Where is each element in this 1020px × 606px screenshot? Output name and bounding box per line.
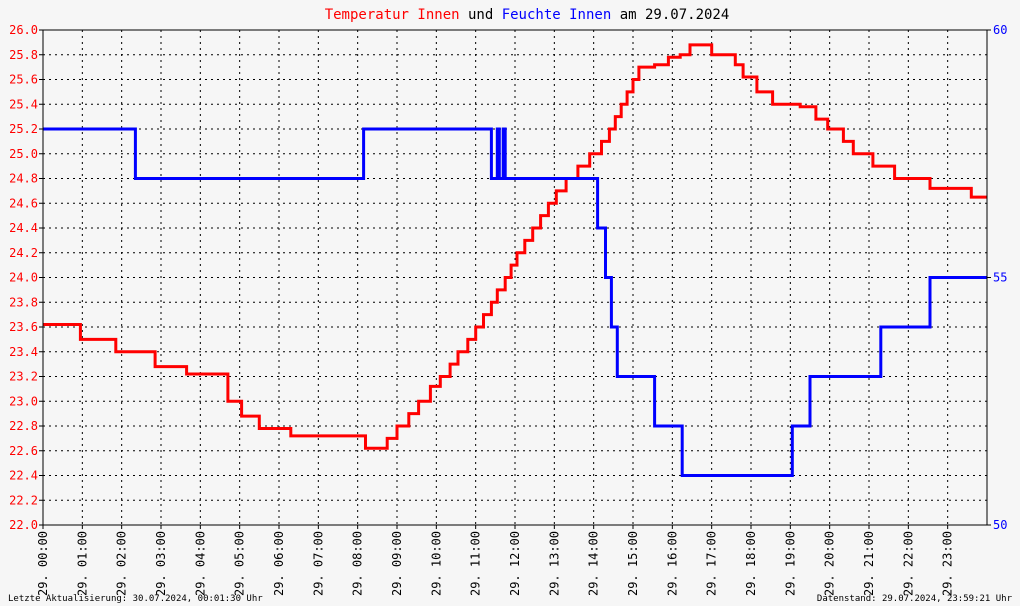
y-left-tick-label: 22.0 [9, 518, 38, 532]
series-layer [43, 43, 987, 477]
y-left-tick-label: 24.4 [9, 221, 38, 235]
title-temperature: Temperatur Innen [325, 7, 460, 23]
x-tick-label: 29. 21:00 [862, 531, 876, 596]
x-tick-label: 29. 06:00 [272, 531, 286, 596]
y-left-tick-label: 23.6 [9, 320, 38, 334]
y-right-tick-label: 60 [993, 23, 1007, 37]
x-tick-label: 29. 18:00 [744, 531, 758, 596]
x-tick-label: 29. 15:00 [626, 531, 640, 596]
y-left-tick-label: 26.0 [9, 23, 38, 37]
footer-last-update: Letzte Aktualisierung: 30.07.2024, 00:01… [8, 594, 263, 604]
x-tick-label: 29. 03:00 [154, 531, 168, 596]
x-tick-label: 29. 23:00 [941, 531, 955, 596]
x-tick-label: 29. 13:00 [547, 531, 561, 596]
x-tick-label: 29. 16:00 [665, 531, 679, 596]
y-right-tick-label: 55 [993, 271, 1007, 285]
y-left-tick-label: 25.6 [9, 73, 38, 87]
chart-title: Temperatur Innen und Feuchte Innen am 29… [325, 7, 730, 23]
y-left-tick-label: 25.0 [9, 147, 38, 161]
footer-data-status: Datenstand: 29.07.2024, 23:59:21 Uhr [817, 594, 1013, 604]
title-und: und [460, 7, 502, 23]
x-tick-label: 29. 14:00 [587, 531, 601, 596]
axis-layer: 22.0 22.2 22.4 22.6 22.8 23.0 23.2 23.4 23.6 23.8… [9, 23, 1007, 596]
x-tick-label: 29. 01:00 [75, 531, 89, 596]
y-left-tick-label: 25.2 [9, 122, 38, 136]
x-tick-label: 29. 12:00 [508, 531, 522, 596]
y-left-tick-label: 23.8 [9, 295, 38, 309]
title-humidity: Feuchte Innen [502, 7, 612, 23]
plot-frame [42, 29, 988, 526]
y-left-tick-label: 24.0 [9, 271, 38, 285]
series-line-humidity [43, 127, 987, 477]
title-date: am 29.07.2024 [611, 7, 729, 23]
x-tick-label: 29. 08:00 [351, 531, 365, 596]
x-tick-label: 29. 02:00 [115, 531, 129, 596]
y-left-tick-label: 24.6 [9, 196, 38, 210]
y-left-tick-label: 24.2 [9, 246, 38, 260]
y-left-tick-label: 22.4 [9, 469, 38, 483]
x-tick-label: 29. 22:00 [901, 531, 915, 596]
y-left-tick-label: 25.4 [9, 97, 38, 111]
x-tick-label: 29. 20:00 [823, 531, 837, 596]
x-tick-label: 29. 17:00 [705, 531, 719, 596]
y-left-tick-label: 23.0 [9, 394, 38, 408]
y-right-tick-label: 50 [993, 518, 1007, 532]
x-tick-label: 29. 09:00 [390, 531, 404, 596]
y-left-tick-label: 24.8 [9, 172, 38, 186]
x-tick-label: 29. 00:00 [36, 531, 50, 596]
x-tick-label: 29. 04:00 [193, 531, 207, 596]
y-left-tick-label: 23.4 [9, 345, 38, 359]
x-tick-label: 29. 05:00 [233, 531, 247, 596]
y-left-tick-label: 22.2 [9, 493, 38, 507]
y-left-tick-label: 22.6 [9, 444, 38, 458]
y-left-tick-label: 22.8 [9, 419, 38, 433]
series-line-temperature [43, 43, 987, 450]
y-left-tick-label: 23.2 [9, 370, 38, 384]
x-tick-label: 29. 10:00 [429, 531, 443, 596]
y-left-tick-label: 25.8 [9, 48, 38, 62]
x-tick-label: 29. 19:00 [783, 531, 797, 596]
x-tick-label: 29. 11:00 [469, 531, 483, 596]
x-tick-label: 29. 07:00 [311, 531, 325, 596]
